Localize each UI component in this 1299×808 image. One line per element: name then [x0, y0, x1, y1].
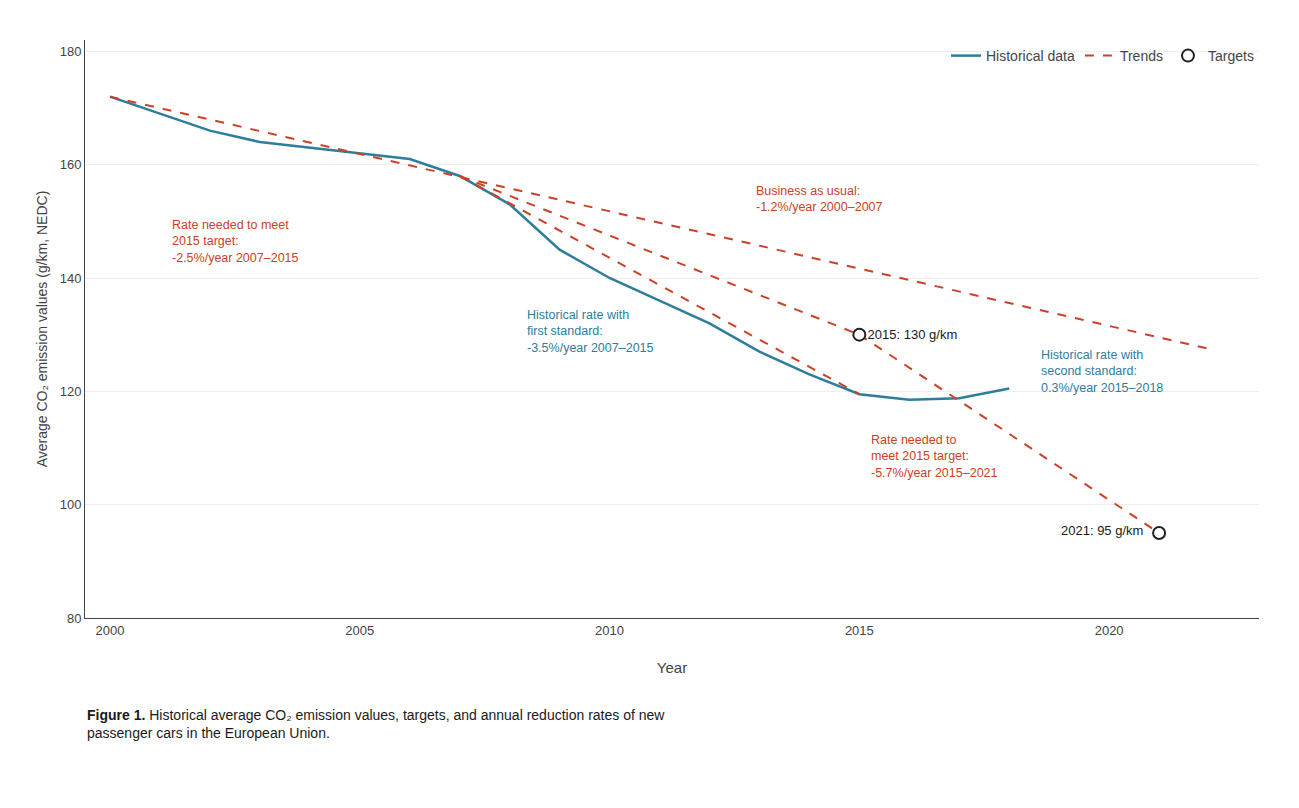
svg-text:2020: 2020 — [1095, 623, 1124, 638]
svg-text:Historical rate withsecond sta: Historical rate withsecond standard:0.3%… — [1041, 348, 1163, 395]
svg-text:180: 180 — [60, 44, 82, 59]
svg-text:2015: 130 g/km: 2015: 130 g/km — [864, 327, 957, 342]
svg-text:100: 100 — [60, 497, 82, 512]
svg-text:Average CO₂ emission values (g: Average CO₂ emission values (g/km, NEDC) — [34, 191, 50, 468]
svg-text:Rate needed tomeet 2015 target: Rate needed tomeet 2015 target:-5.7%/yea… — [871, 433, 998, 480]
svg-text:2021: 95 g/km: 2021: 95 g/km — [1061, 523, 1143, 538]
svg-text:160: 160 — [60, 157, 82, 172]
svg-text:Targets: Targets — [1208, 48, 1254, 64]
svg-text:120: 120 — [60, 384, 82, 399]
svg-text:Trends: Trends — [1120, 48, 1163, 64]
svg-text:Year: Year — [657, 659, 687, 676]
svg-text:2010: 2010 — [595, 623, 624, 638]
svg-text:Figure 1. Historical average C: Figure 1. Historical average CO₂ emissio… — [87, 707, 665, 741]
svg-text:80: 80 — [67, 611, 81, 626]
svg-text:2005: 2005 — [345, 623, 374, 638]
svg-text:2000: 2000 — [96, 623, 125, 638]
svg-text:Historical rate withfirst stan: Historical rate withfirst standard:-3.5%… — [527, 308, 654, 355]
svg-text:140: 140 — [60, 271, 82, 286]
svg-text:2015: 2015 — [845, 623, 874, 638]
svg-text:Rate needed to meet2015 target: Rate needed to meet2015 target:-2.5%/yea… — [172, 218, 299, 265]
svg-text:Historical data: Historical data — [986, 48, 1075, 64]
svg-text:Business as usual:-1.2%/year 2: Business as usual:-1.2%/year 2000–2007 — [756, 184, 883, 214]
